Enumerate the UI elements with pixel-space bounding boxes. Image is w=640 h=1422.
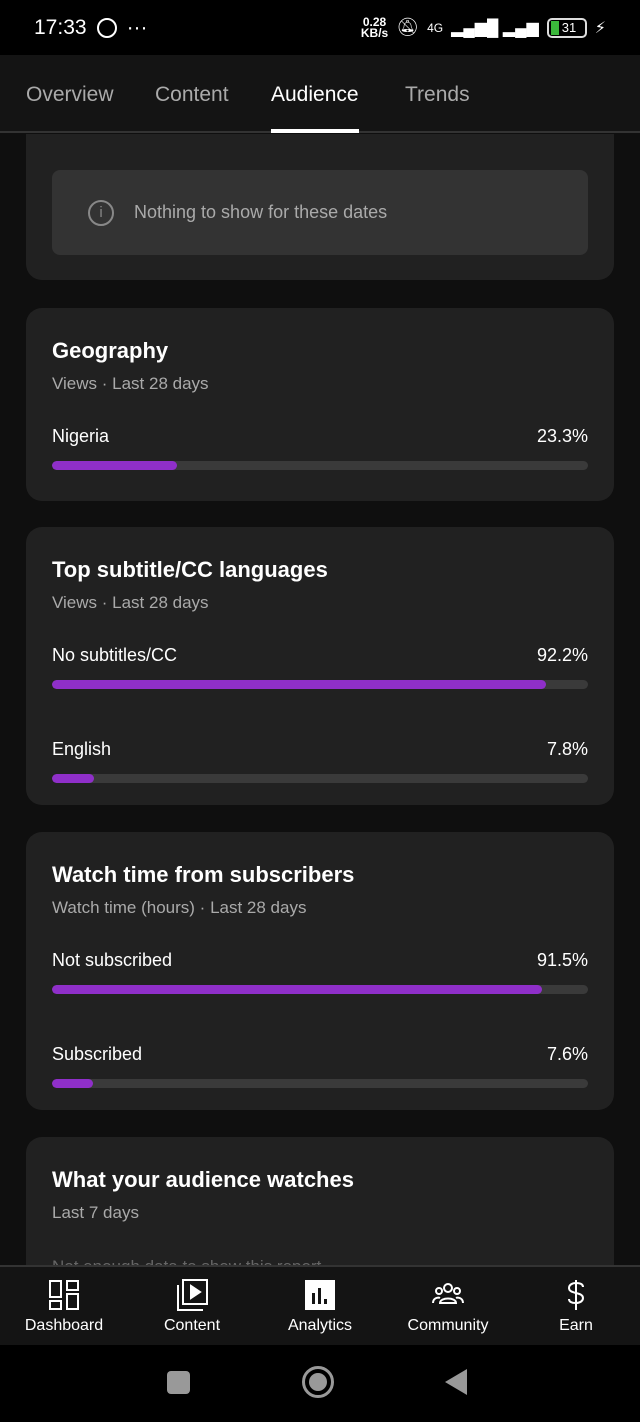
dashboard-icon xyxy=(49,1280,79,1310)
charging-icon: ⚡︎ xyxy=(594,19,606,37)
nav-label: Community xyxy=(407,1317,489,1334)
tab-audience[interactable]: Audience xyxy=(271,83,359,133)
card-subtitle: Views · Last 28 days xyxy=(52,374,209,393)
battery-level: 31 xyxy=(561,20,577,35)
content-icon xyxy=(177,1279,208,1311)
progress-bar xyxy=(52,461,588,470)
community-icon xyxy=(432,1283,464,1304)
card-geography: Geography Views · Last 28 days Nigeria 23… xyxy=(26,308,614,501)
progress-fill xyxy=(52,680,547,689)
nav-dashboard[interactable]: Dashboard xyxy=(0,1267,128,1345)
back-button[interactable] xyxy=(445,1369,467,1395)
signal-icon: ▂▄▆█ ▂▄▆ xyxy=(451,19,539,37)
home-button[interactable] xyxy=(302,1366,334,1398)
empty-state: i Nothing to show for these dates xyxy=(52,170,588,255)
row-label: Subscribed xyxy=(52,1044,143,1064)
progress-bar xyxy=(52,1079,588,1088)
row-label: No subtitles/CC xyxy=(52,645,178,665)
nav-analytics[interactable]: Analytics xyxy=(256,1267,384,1345)
card-subtitle: Last 7 days xyxy=(52,1203,139,1222)
more-icon: ··· xyxy=(126,15,148,39)
tab-bar: Overview Content Audience Trends xyxy=(0,55,640,133)
nav-label: Content xyxy=(163,1317,221,1334)
row-label: Nigeria xyxy=(52,426,110,446)
list-item: English 7.8% xyxy=(52,739,588,760)
list-item: Not subscribed 91.5% xyxy=(52,950,588,971)
progress-fill xyxy=(52,461,177,470)
row-value: 92.2% xyxy=(536,645,588,665)
nav-label: Analytics xyxy=(287,1317,353,1334)
system-nav-bar xyxy=(0,1345,640,1422)
empty-message: Nothing to show for these dates xyxy=(134,202,388,222)
list-item: Subscribed 7.6% xyxy=(52,1044,588,1065)
card-title: Top subtitle/CC languages xyxy=(52,557,328,582)
progress-bar xyxy=(52,774,588,783)
card-title: Watch time from subscribers xyxy=(52,862,355,887)
card-subtitle: Views · Last 28 days xyxy=(52,593,209,612)
card-title: Geography xyxy=(52,338,169,363)
card-audience-watches: What your audience watches Last 7 days N… xyxy=(26,1137,614,1265)
network-type: 4G xyxy=(427,20,444,35)
nav-earn[interactable]: Earn xyxy=(512,1267,640,1345)
list-item: Nigeria 23.3% xyxy=(52,426,588,447)
status-bar: 17:33 ··· 0.28 KB/s 🔕︎ 4G ▂▄▆█ ▂▄▆ 31 ⚡︎ xyxy=(0,0,640,55)
clock: 17:33 xyxy=(34,15,87,39)
row-value: 91.5% xyxy=(536,950,588,970)
row-label: English xyxy=(52,739,112,759)
row-label: Not subscribed xyxy=(52,950,173,970)
card-top: i Nothing to show for these dates xyxy=(26,134,614,280)
row-value: 23.3% xyxy=(536,426,588,446)
tab-trends[interactable]: Trends xyxy=(405,83,470,106)
net-speed-unit: KB/s xyxy=(360,25,389,40)
row-value: 7.8% xyxy=(546,739,588,759)
nav-community[interactable]: Community xyxy=(384,1267,512,1345)
row-value: 7.6% xyxy=(546,1044,588,1064)
list-item: No subtitles/CC 92.2% xyxy=(52,645,588,666)
whatsapp-icon xyxy=(96,17,117,38)
net-speed: 0.28 xyxy=(362,14,387,29)
nav-label: Dashboard xyxy=(24,1317,104,1334)
tab-overview[interactable]: Overview xyxy=(26,83,114,106)
bottom-nav: Dashboard Content Analytics Community Ea… xyxy=(0,1265,640,1345)
progress-bar xyxy=(52,680,588,689)
card-subtitle-languages: Top subtitle/CC languages Views · Last 2… xyxy=(26,527,614,805)
dollar-icon xyxy=(567,1280,585,1310)
info-icon: i xyxy=(88,199,114,226)
nav-label: Earn xyxy=(559,1317,593,1334)
progress-bar xyxy=(52,985,588,994)
card-title: What your audience watches xyxy=(52,1167,354,1192)
progress-fill xyxy=(52,985,543,994)
mute-icon: 🔕︎ xyxy=(396,17,420,37)
recents-button[interactable] xyxy=(167,1371,190,1394)
empty-message: Not enough data to show this report xyxy=(52,1257,588,1265)
progress-fill xyxy=(52,774,94,783)
battery-icon: 31 xyxy=(546,17,587,38)
nav-content[interactable]: Content xyxy=(128,1267,256,1345)
analytics-icon xyxy=(305,1280,335,1310)
card-subtitle: Watch time (hours) · Last 28 days xyxy=(52,898,307,917)
tab-content[interactable]: Content xyxy=(155,83,229,106)
content-scroll[interactable]: i Nothing to show for these dates Geogra… xyxy=(0,134,640,1265)
card-watch-time: Watch time from subscribers Watch time (… xyxy=(26,832,614,1110)
progress-fill xyxy=(52,1079,93,1088)
